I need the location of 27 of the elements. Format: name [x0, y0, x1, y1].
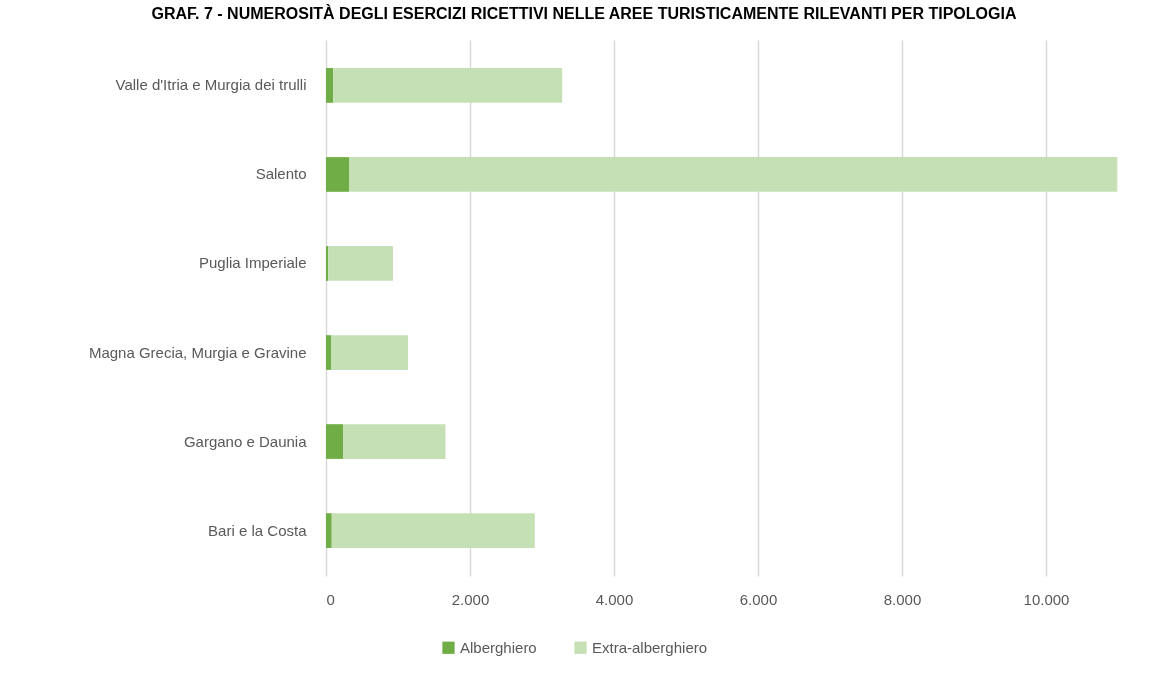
x-tick-label: 0 — [326, 590, 335, 608]
chart-title: GRAF. 7 - NUMEROSITÀ DEGLI ESERCIZI RICETTIVI NELLE AREE TURISTICAMENTE RILEVANTI PER TIPOLOGIA — [151, 4, 1017, 22]
bar — [326, 157, 350, 192]
bar — [326, 68, 334, 103]
legend-label: Extra-alberghiero — [592, 638, 708, 656]
y-tick-label: Gargano e Daunia — [183, 432, 308, 450]
x-tick-label: 8.000 — [883, 590, 922, 608]
y-tick-label: Salento — [255, 165, 307, 183]
y-tick-label: Puglia Imperiale — [198, 254, 307, 272]
y-tick-label: Bari e la Costa — [208, 521, 308, 539]
bar — [333, 68, 563, 103]
y-tick-label: Magna Grecia, Murgia e Gravine — [88, 343, 307, 361]
bar — [349, 157, 1118, 192]
x-tick-label: 6.000 — [739, 590, 778, 608]
legend-label: Alberghiero — [460, 638, 537, 656]
x-tick-label: 4.000 — [595, 590, 634, 608]
bar — [343, 424, 446, 459]
y-tick-label: Valle d'Itria e Murgia dei trulli — [115, 76, 307, 94]
bar — [326, 513, 332, 548]
bar — [328, 246, 393, 281]
x-tick-label: 10.000 — [1023, 590, 1070, 608]
bar — [326, 424, 344, 459]
x-tick-label: 2.000 — [451, 590, 490, 608]
bar — [326, 246, 329, 281]
bar — [331, 513, 535, 548]
bar — [331, 335, 409, 370]
bar — [326, 335, 332, 370]
